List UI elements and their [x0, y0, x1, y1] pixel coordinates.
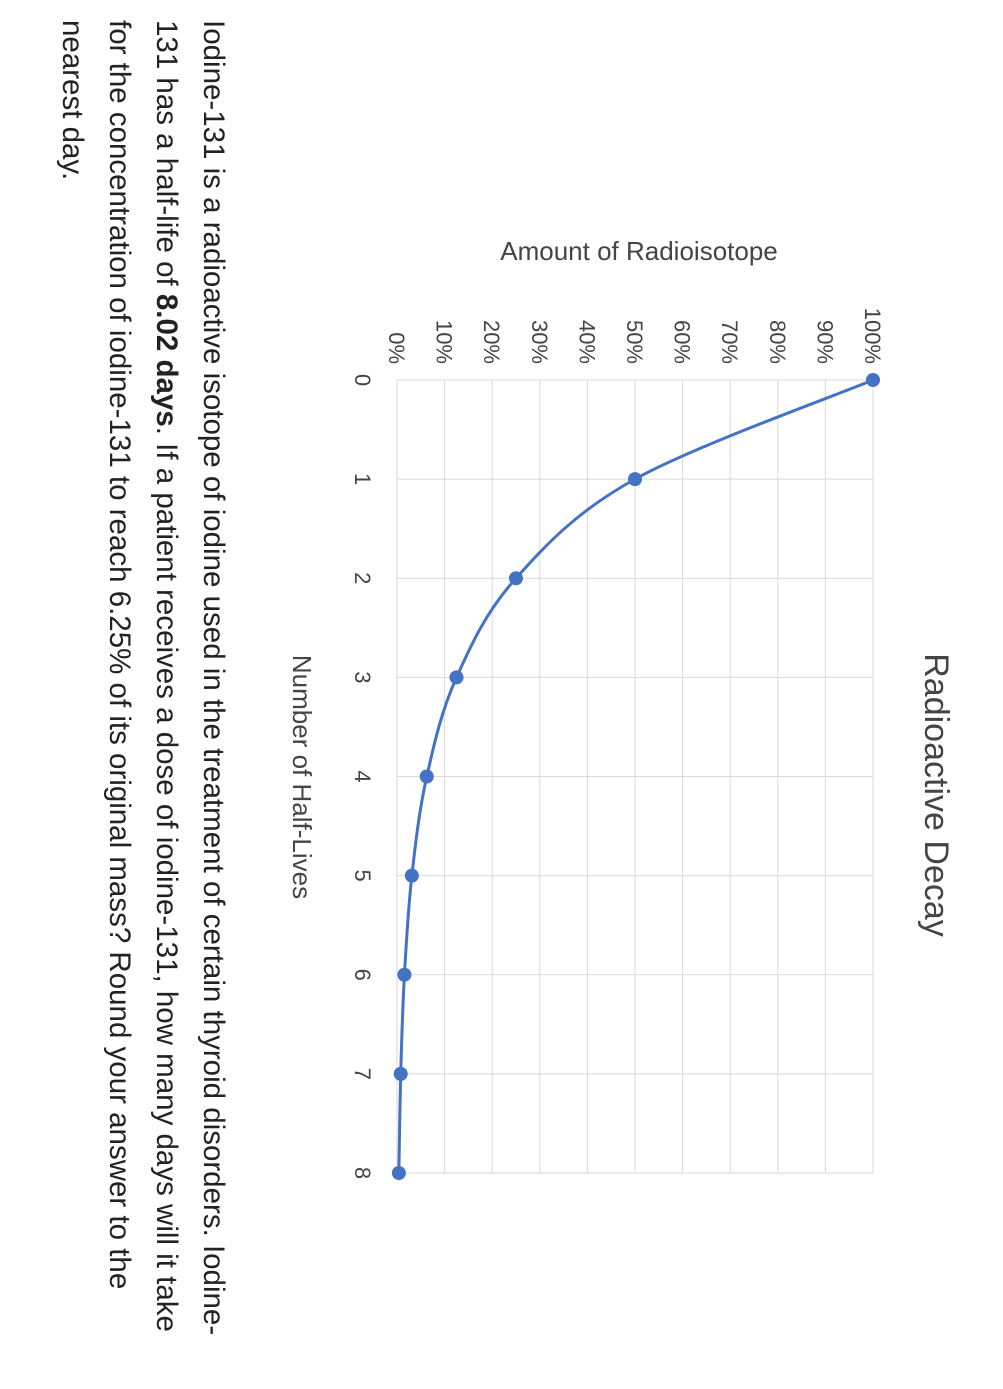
y-tick-label: 0% — [384, 332, 409, 364]
data-point — [866, 373, 880, 387]
gridlines — [396, 379, 874, 1174]
chart-title: Radioactive Decay — [917, 653, 955, 936]
y-tick-label: 40% — [574, 320, 599, 364]
x-tick-label: 2 — [350, 572, 375, 584]
tick-labels: 0% 10% 20% 30% 40% 50% 60% 70% 80% 90% 100% 0 1 2 3 4 5 6… — [350, 308, 885, 1179]
x-tick-label: 5 — [350, 870, 375, 882]
data-point — [397, 967, 412, 982]
y-tick-label: 10% — [432, 320, 457, 364]
series-layer — [391, 373, 880, 1180]
data-point — [393, 1066, 408, 1081]
x-axis-label: Number of Half-Lives — [287, 655, 317, 899]
x-tick-label: 4 — [350, 770, 375, 782]
data-point — [419, 769, 434, 784]
y-tick-label: 30% — [527, 320, 552, 364]
y-tick-label: 20% — [479, 320, 504, 364]
y-tick-label: 60% — [670, 320, 695, 364]
y-axis-label: Amount of Radioisotope — [500, 236, 778, 266]
y-tick-label: 90% — [812, 320, 837, 364]
data-point — [404, 868, 419, 883]
data-point — [628, 472, 642, 487]
x-tick-label: 6 — [350, 969, 375, 981]
x-tick-label: 7 — [350, 1068, 375, 1080]
x-tick-label: 0 — [350, 374, 375, 386]
data-point — [509, 571, 523, 586]
half-life-value: 8.02 days — [150, 293, 183, 427]
x-tick-label: 8 — [350, 1167, 375, 1179]
radioactive-decay-chart: 0% 10% 20% 30% 40% 50% 60% 70% 80% 90% 100% 0 1 2 3 4 5 6… — [287, 236, 955, 1180]
y-tick-label: 80% — [765, 320, 790, 364]
y-tick-label: 50% — [622, 320, 647, 364]
y-tick-label: 100% — [860, 308, 885, 364]
x-tick-label: 3 — [350, 671, 375, 683]
data-point — [391, 1166, 406, 1180]
y-tick-label: 70% — [717, 320, 742, 364]
x-tick-label: 1 — [350, 473, 375, 485]
question-text: Iodine-131 is a radioactive isotope of i… — [49, 20, 237, 1370]
data-point — [449, 670, 464, 685]
